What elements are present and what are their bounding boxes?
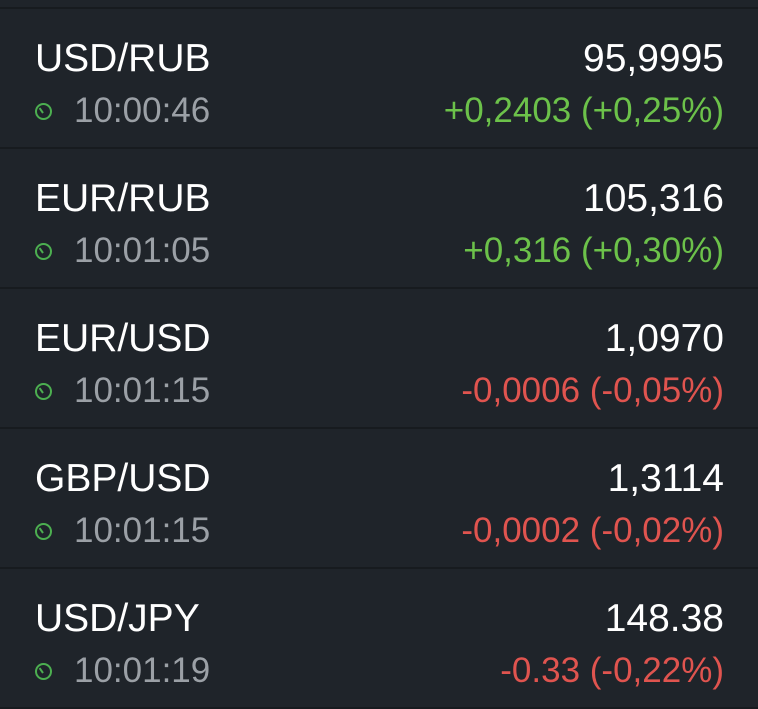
time-text: 10:01:15 [74, 371, 211, 410]
time-text: 10:00:46 [74, 91, 211, 130]
clock-icon [35, 102, 52, 120]
update-time: 10:01:19 [35, 651, 210, 691]
price: 1,0970 [604, 317, 724, 360]
price-change: +0,316 (+0,30%) [463, 231, 724, 270]
quote-row[interactable]: EUR/RUB 105,316 10:01:05 +0,316 (+0,30%) [0, 149, 758, 289]
price: 105,316 [583, 177, 724, 220]
update-time: 10:01:05 [35, 231, 210, 271]
time-text: 10:01:05 [74, 231, 211, 270]
price: 1,3114 [607, 457, 724, 500]
update-time: 10:01:15 [35, 371, 210, 411]
clock-icon [35, 662, 52, 680]
price: 95,9995 [583, 37, 724, 80]
time-text: 10:01:19 [74, 651, 211, 690]
clock-icon [35, 382, 52, 400]
currency-pair: EUR/USD [35, 317, 211, 360]
quote-row[interactable]: GBP/USD 1,3114 10:01:15 -0,0002 (-0,02%) [0, 429, 758, 569]
time-text: 10:01:15 [74, 511, 211, 550]
quote-row[interactable]: USD/JPY 148.38 10:01:19 -0.33 (-0,22%) [0, 569, 758, 709]
currency-pair: USD/RUB [35, 37, 211, 80]
currency-pair: EUR/RUB [35, 177, 211, 220]
price-change: +0,2403 (+0,25%) [443, 91, 724, 130]
update-time: 10:01:15 [35, 511, 210, 551]
currency-pair: GBP/USD [35, 457, 211, 500]
price-change: -0,0002 (-0,02%) [461, 511, 724, 550]
quote-list: USD/RUB 95,9995 10:00:46 +0,2403 (+0,25%… [0, 9, 758, 709]
quote-row[interactable]: USD/RUB 95,9995 10:00:46 +0,2403 (+0,25%… [0, 9, 758, 149]
price-change: -0.33 (-0,22%) [500, 651, 724, 690]
price: 148.38 [604, 597, 724, 640]
price-change: -0,0006 (-0,05%) [461, 371, 724, 410]
update-time: 10:00:46 [35, 91, 210, 131]
clock-icon [35, 242, 52, 260]
quote-row[interactable]: EUR/USD 1,0970 10:01:15 -0,0006 (-0,05%) [0, 289, 758, 429]
top-divider [0, 0, 758, 9]
currency-pair: USD/JPY [35, 597, 200, 640]
clock-icon [35, 522, 52, 540]
